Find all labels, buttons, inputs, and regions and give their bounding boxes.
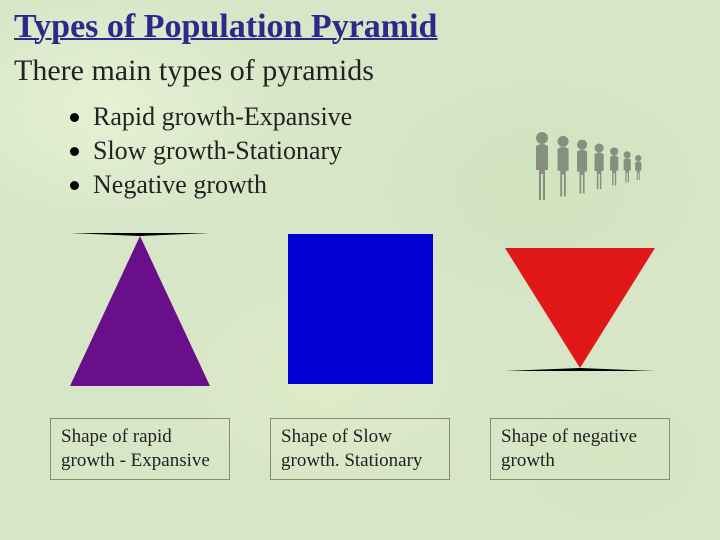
bullet-dot-icon — [70, 147, 79, 156]
shape-negative-growth — [480, 224, 680, 394]
caption-rapid: Shape of rapid growth - Expansive — [50, 418, 230, 480]
page-title: Types of Population Pyramid — [0, 0, 720, 46]
shape-rapid-growth — [40, 224, 240, 394]
shape-slow-growth — [260, 224, 460, 394]
square-icon — [288, 234, 433, 384]
subtitle: There main types of pyramids — [0, 46, 720, 94]
bullet-label: Rapid growth-Expansive — [93, 102, 352, 132]
bullet-label: Negative growth — [93, 170, 267, 200]
caption-slow: Shape of Slow growth. Stationary — [270, 418, 450, 480]
bullet-dot-icon — [70, 113, 79, 122]
triangle-up-icon — [70, 233, 210, 386]
triangle-down-icon — [505, 248, 655, 371]
caption-negative: Shape of negative growth — [490, 418, 670, 480]
bullet-dot-icon — [70, 181, 79, 190]
bullet-label: Slow growth-Stationary — [93, 136, 342, 166]
people-silhouette-icon — [530, 120, 680, 215]
captions-row: Shape of rapid growth - Expansive Shape … — [0, 394, 720, 480]
shapes-row — [0, 214, 720, 394]
